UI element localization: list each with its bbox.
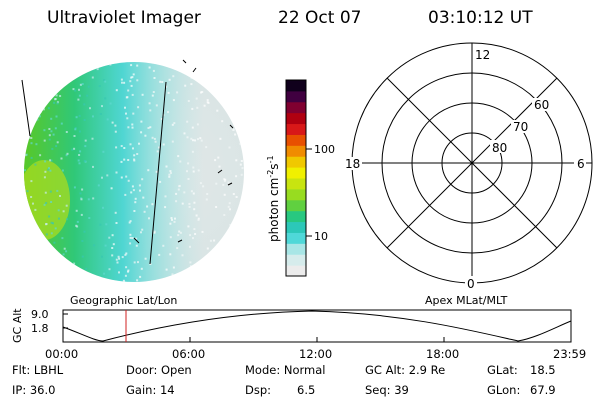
xtick-label-1800: 18:00 — [426, 347, 459, 361]
colorbar: 100 10 photon cm-2s-1 — [266, 79, 335, 277]
altitude-ytick-1.8: 1.8 — [31, 322, 49, 335]
colorbar-swatch — [286, 80, 306, 92]
colorbar-swatch — [286, 167, 306, 179]
mlt-label-0: 0 — [467, 277, 475, 291]
colorbar-swatch — [286, 254, 306, 266]
mlt-label-12: 12 — [475, 48, 490, 62]
colorbar-unit-label: photon cm-2s-1 — [266, 155, 281, 242]
xtick-label-0000: 00:00 — [45, 347, 78, 361]
colorbar-swatch — [286, 134, 306, 146]
colorbar-swatch — [286, 243, 306, 255]
glat-label: GLat: — [487, 363, 518, 377]
colorbar-swatch — [286, 265, 306, 277]
ip-info: IP: 36.0 — [12, 383, 56, 397]
mode-info: Mode: Normal — [245, 363, 326, 377]
altitude-ylabel: GC Alt — [11, 308, 24, 343]
geographic-label: Geographic Lat/Lon — [70, 294, 177, 307]
dsp-value: 6.5 — [297, 383, 316, 397]
colorbar-swatches — [286, 80, 306, 277]
colorbar-swatch — [286, 112, 306, 125]
colorbar-swatch — [286, 145, 306, 157]
altitude-curve — [62, 310, 572, 342]
seq-info: Seq: 39 — [365, 383, 409, 397]
gain-info: Gain: 14 — [126, 383, 175, 397]
colorbar-swatch — [286, 123, 306, 135]
mlat-label-80: 80 — [492, 141, 507, 155]
altitude-plot: 9.0 1.8 GC Alt 00:00 06:00 12:00 18:00 2… — [11, 308, 586, 361]
polar-grid — [351, 42, 593, 284]
glon-value: 67.9 — [530, 383, 556, 397]
glon-label: GLon: — [487, 383, 521, 397]
terminator-line — [149, 81, 167, 265]
colorbar-label-10: 10 — [314, 230, 328, 243]
door-info: Door: Open — [126, 363, 192, 377]
instrument-title: Ultraviolet Imager — [47, 8, 201, 28]
xtick-label-1200: 12:00 — [299, 347, 332, 361]
mlat-label-70: 70 — [513, 120, 528, 134]
colorbar-swatch — [286, 178, 306, 190]
glat-value: 18.5 — [530, 363, 556, 377]
colorbar-frame — [285, 79, 307, 277]
gc-alt-info: GC Alt: 2.9 Re — [365, 363, 446, 377]
altitude-ytick-9: 9.0 — [31, 308, 49, 321]
colorbar-label-100: 100 — [314, 143, 335, 156]
xtick-label-0600: 06:00 — [172, 347, 205, 361]
polar-diagonal-2 — [386, 77, 558, 249]
colorbar-swatch — [286, 221, 306, 233]
colorbar-swatch — [286, 188, 306, 201]
polar-labels: 12 18 6 0 60 70 80 — [344, 47, 586, 291]
bright-limb-patch — [24, 160, 70, 240]
colorbar-swatch — [286, 90, 306, 103]
colorbar-swatch — [286, 210, 306, 223]
mlt-label-18: 18 — [345, 157, 360, 171]
filter-info: Flt: LBHL — [12, 363, 64, 377]
xtick-label-2359: 23:59 — [553, 347, 586, 361]
limb-marker-left — [21, 79, 31, 137]
apex-label: Apex MLat/MLT — [425, 294, 508, 307]
uv-earth-image — [21, 59, 244, 282]
coastline-fragments — [133, 59, 234, 244]
colorbar-swatch — [286, 101, 306, 114]
mlat-label-60: 60 — [534, 98, 549, 112]
colorbar-swatch — [286, 232, 306, 244]
date-label: 22 Oct 07 — [278, 8, 362, 28]
dsp-label: Dsp: — [245, 383, 272, 397]
mlt-label-6: 6 — [577, 157, 585, 171]
colorbar-swatch — [286, 156, 306, 168]
colorbar-swatch — [286, 199, 306, 212]
time-label: 03:10:12 UT — [428, 8, 533, 28]
